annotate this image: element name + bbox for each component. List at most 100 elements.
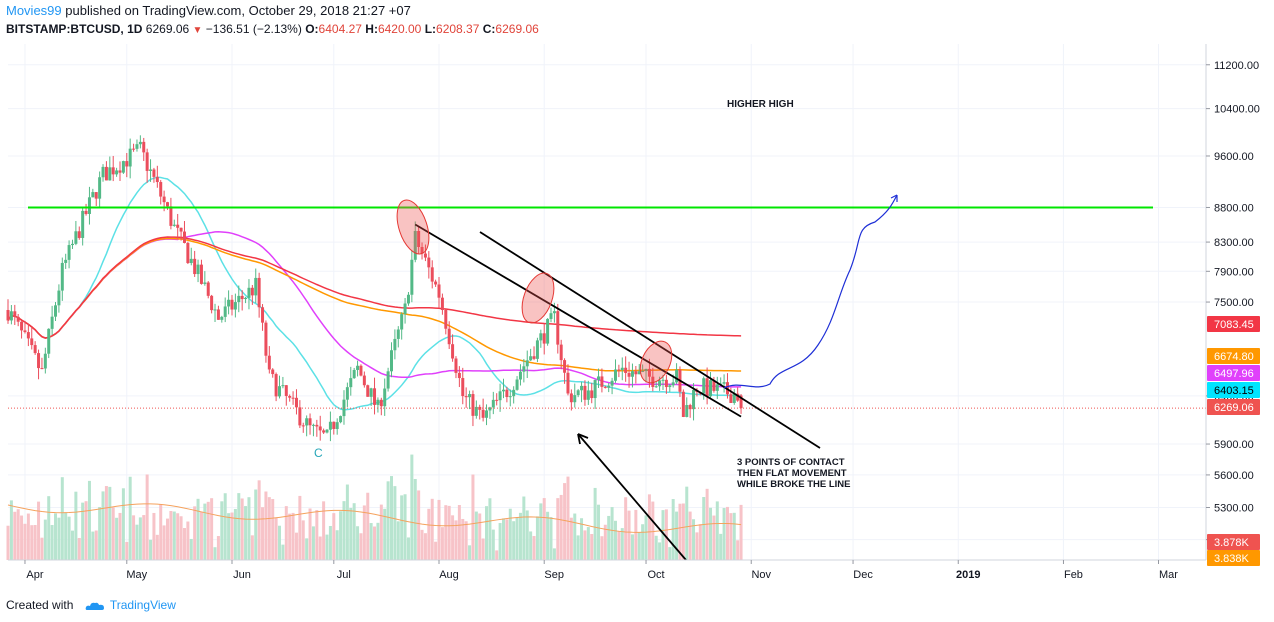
candle-body [386,371,390,389]
volume-bar [210,498,214,560]
open-value: 6404.27 [318,22,362,36]
candle-body [318,426,322,431]
price-tag [1207,550,1260,566]
candle-body [406,294,410,304]
volume-bar [695,532,699,560]
candle-body [444,310,448,329]
candle-body [430,267,434,282]
contact-note-line-3: WHILE BROKE THE LINE [737,479,850,490]
candle-body [688,405,692,410]
volume-bar [152,512,156,560]
volume-bar [440,527,444,560]
price-chart[interactable]: 11200.00 10400.00 9600.00 8800.00 8300.00 790… [0,40,1274,590]
candle-body [529,356,533,361]
candle-body [454,358,458,373]
candle-body [518,371,522,380]
volume-bar [328,525,332,560]
volume-bar [620,528,624,560]
candle-body [600,376,604,387]
volume-bar [464,521,468,560]
candle-body [43,353,47,369]
volume-bar [451,515,455,560]
volume-bar [254,489,258,560]
candle-body [132,148,136,150]
volume-bar [267,497,271,560]
candle-body [142,141,146,153]
candle-body [271,369,275,375]
candle-body [257,277,261,308]
volume-bar [630,534,634,560]
candle-body [396,329,400,339]
volume-bar [719,533,723,560]
candle-body [739,395,743,409]
candle-body [552,311,556,314]
volume-bar [189,538,193,560]
candle-body [223,306,227,317]
author-link[interactable]: Movies99 [6,3,62,18]
candle-body [70,243,74,246]
volume-bar [278,525,282,560]
created-with-text: Created with [6,598,74,612]
volume-bar [315,510,319,560]
volume-bar [586,527,590,560]
tradingview-link[interactable]: TradingView [109,598,176,612]
moving-average-line [7,236,742,339]
time-tick-label: May [126,569,147,581]
candle-body [597,376,601,380]
candle-body [247,287,251,298]
candle-body [118,170,122,173]
candle-body [722,382,726,384]
volume-bar [373,526,377,560]
volume-bar [457,505,461,560]
candle-body [624,367,628,373]
volume-bar [233,508,237,560]
volume-bar [400,495,404,560]
price-tick-label: 5600.00 [1214,470,1254,482]
candle-body [172,224,176,226]
price-tick-label: 5300.00 [1214,502,1254,514]
candle-body [176,224,180,228]
volume-bar [294,532,298,560]
candle-body [705,378,709,397]
time-tick-label: Apr [26,569,43,581]
volume-bar [654,535,658,560]
candle-body [542,333,546,344]
volume-bar [84,501,88,560]
volume-bar [725,506,729,560]
candle-body [532,356,536,359]
candle-body [641,371,645,373]
contact-note-line-2: THEN FLAT MOVEMENT [737,468,847,479]
candle-body [373,388,377,405]
candle-body [60,262,64,291]
candle-body [342,399,346,417]
candle-body [308,418,312,426]
candle-body [464,396,468,398]
volume-bar [247,497,251,560]
time-tick-label: Feb [1064,569,1083,581]
volume-bar [379,504,383,560]
volume-bar [736,540,740,560]
pointer-line-lower [577,433,687,561]
time-tick-label: Dec [853,569,873,581]
volume-bar [580,518,584,560]
volume-bar [81,502,85,560]
candle-body [681,391,685,417]
volume-bar [50,525,54,560]
volume-bar [298,495,302,560]
volume-bar [437,499,441,560]
volume-bar [542,498,546,560]
volume-bar [203,503,207,560]
candle-body [50,316,54,329]
candle-body [196,264,200,275]
candle-body [250,287,254,296]
candle-body [40,368,44,370]
candle-body [30,338,34,346]
volume-bar [342,501,346,560]
volume-bar [597,504,601,560]
volume-bar [118,512,122,560]
candle-body [583,385,587,400]
candle-body [199,264,203,284]
candle-body [563,360,567,373]
candle-body [264,322,268,356]
candle-body [576,390,580,396]
